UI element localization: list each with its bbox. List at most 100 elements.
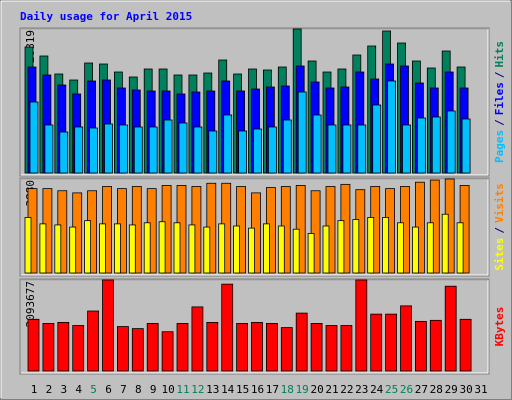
bar: [133, 126, 143, 174]
bar: [372, 104, 382, 174]
x-tick-label: 31: [474, 383, 487, 396]
bar: [310, 190, 321, 274]
bar: [42, 323, 55, 372]
bar: [385, 313, 398, 372]
bar: [431, 116, 441, 174]
bar: [253, 128, 262, 174]
bar: [176, 323, 189, 372]
bar: [114, 223, 121, 274]
x-tick-label: 24: [370, 383, 384, 396]
x-tick-label: 19: [296, 383, 309, 396]
bar: [267, 126, 277, 174]
bar: [459, 318, 472, 372]
y-tick-label: 2093677: [24, 281, 37, 327]
bar: [218, 223, 226, 274]
x-tick-label: 21: [325, 383, 338, 396]
bar: [262, 223, 270, 274]
x-tick-label: 30: [459, 383, 472, 396]
bar: [173, 222, 181, 274]
bar: [39, 223, 47, 274]
bar: [461, 118, 471, 174]
x-tick-label: 9: [150, 383, 157, 396]
bar: [400, 305, 412, 372]
bar: [357, 124, 367, 174]
bar: [370, 313, 383, 372]
bar: [163, 119, 173, 174]
legend-separator: /: [493, 227, 506, 234]
bar: [307, 233, 315, 274]
bar: [99, 223, 106, 274]
bar: [248, 227, 255, 274]
legend-entry: Hits: [493, 41, 506, 68]
legend-entry: Pages: [493, 130, 506, 163]
x-tick-label: 3: [60, 383, 67, 396]
x-tick-label: 14: [221, 383, 235, 396]
x-tick-label: 29: [445, 383, 458, 396]
bar: [327, 124, 337, 174]
bar: [131, 328, 144, 372]
bar: [355, 279, 368, 372]
x-tick-label: 5: [90, 383, 97, 396]
bar: [233, 225, 241, 274]
bar: [295, 312, 308, 372]
legend-entry: Files: [493, 82, 506, 115]
bar: [203, 226, 211, 274]
bar: [236, 323, 249, 372]
bar: [29, 101, 39, 174]
bar: [426, 222, 434, 274]
x-tick-label: 11: [176, 383, 189, 396]
x-tick-label: 27: [415, 383, 428, 396]
x-tick-label: 28: [430, 383, 443, 396]
bar: [456, 222, 464, 274]
x-tick-label: 4: [75, 383, 82, 396]
bar: [89, 127, 98, 174]
bar: [59, 131, 69, 174]
x-tick-label: 2: [46, 383, 53, 396]
legend-entry: Sites: [493, 238, 506, 271]
bar: [411, 226, 419, 274]
x-tick-label: 20: [310, 383, 323, 396]
bar: [441, 213, 449, 274]
legend: KBytes: [493, 307, 506, 347]
legend: Sites / Visits: [493, 183, 506, 271]
bar: [191, 306, 204, 372]
bar: [57, 321, 70, 372]
bar: [223, 114, 233, 174]
bar: [193, 126, 203, 174]
legend-separator: /: [493, 71, 506, 78]
bar: [265, 323, 278, 372]
bar: [251, 321, 263, 372]
bar: [312, 114, 322, 174]
x-tick-label: 25: [385, 383, 398, 396]
x-tick-label: 17: [266, 383, 279, 396]
x-tick-label: 13: [206, 383, 219, 396]
bar: [72, 325, 85, 372]
bar: [148, 126, 158, 174]
bar: [322, 225, 330, 274]
bar: [402, 124, 411, 174]
x-tick-label: 16: [251, 383, 264, 396]
bar: [146, 323, 159, 372]
x-tick-label: 23: [355, 383, 368, 396]
bar: [102, 279, 114, 372]
bar: [117, 326, 129, 372]
bar: [27, 318, 40, 372]
bar: [87, 310, 99, 372]
bar: [342, 124, 352, 174]
bar: [446, 110, 456, 174]
bar: [277, 225, 285, 274]
legend-separator: /: [493, 119, 506, 126]
bar: [143, 222, 151, 274]
x-tick-label: 1: [31, 383, 38, 396]
x-tick-label: 15: [236, 383, 249, 396]
x-tick-label: 10: [161, 383, 174, 396]
bar: [414, 320, 427, 372]
x-tick-label: 8: [135, 383, 142, 396]
bar: [352, 219, 360, 274]
x-tick-label: 18: [281, 383, 294, 396]
bar: [280, 327, 293, 372]
bar: [188, 224, 196, 274]
bar: [282, 119, 292, 174]
bar: [178, 122, 188, 174]
